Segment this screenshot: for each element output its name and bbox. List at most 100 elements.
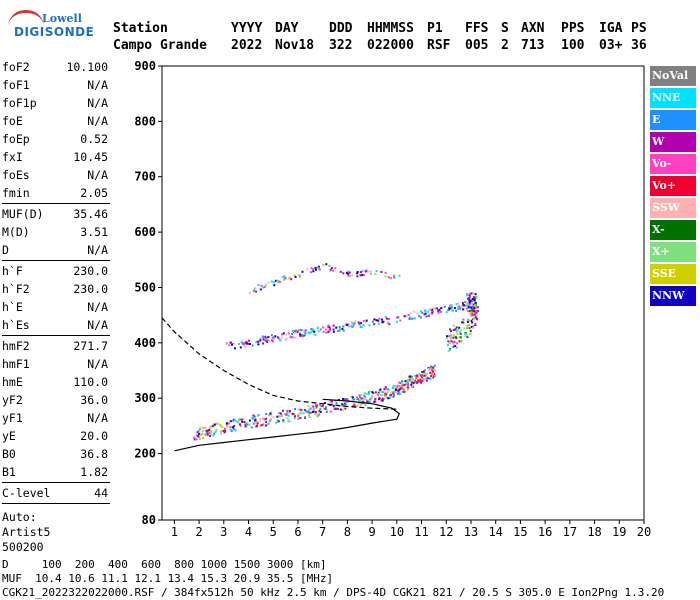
legend-item-vo-: Vo- [650,154,696,174]
echo-point [279,412,282,415]
echo-point [220,430,222,433]
echo-point [256,424,259,427]
echo-point [269,412,272,415]
echo-point [371,395,374,397]
echo-point [469,292,472,295]
echo-point [241,420,244,423]
x-tick-label: 1 [171,525,178,539]
param-label: yE [2,429,16,443]
legend-item-noval: NoVal [650,66,696,86]
echo-point [467,305,470,308]
echo-point [240,425,242,428]
echo-point [224,429,226,432]
echo-point [469,306,472,309]
echo-point [297,413,300,416]
echo-point [290,278,293,281]
echo-point [426,310,429,313]
y-axis-ticks: 80 200 300 400 500 600 700 800 900 [134,59,162,527]
echo-point [431,370,434,373]
echo-point [357,321,360,324]
param-label: foE [2,114,23,128]
echo-point [205,431,208,434]
echo-point [239,423,242,426]
echo-point [254,421,257,424]
header-row2-cell: 2022 [231,38,263,53]
echo-point [369,272,372,275]
echo-point [373,318,376,321]
echo-point [456,342,459,345]
echo-point [455,337,458,340]
param-label: foF2 [2,60,30,74]
echo-point [406,378,409,381]
echo-point [231,343,233,346]
echo-point [355,397,358,400]
echo-point [424,314,427,317]
echo-point [345,403,347,406]
param-row: MUF(D) 35.46 [2,205,110,223]
echo-point [312,268,315,271]
echo-point [374,400,377,403]
echo-point [351,397,354,400]
header-row2-cell: Nov18 [275,38,315,53]
echo-point [407,314,410,316]
echo-point [297,329,300,332]
echo-point [294,331,297,334]
echo-point [420,310,423,313]
echo-point [219,423,221,426]
echo-point [405,382,408,385]
echo-point [364,320,367,323]
x-tick-label: 20 [637,525,651,539]
echo-point [235,420,237,423]
echo-point [242,344,245,347]
digisonde-logo: Lowell DIGISONDE [4,8,104,42]
echo-point [254,287,257,290]
echo-point [393,393,395,396]
echo-point [473,298,476,301]
echo-point [477,310,480,313]
echo-point [367,393,370,395]
echo-point [398,274,401,277]
echo-point [356,271,359,273]
echo-point [462,308,465,311]
param-label: foF1p [2,96,37,110]
echo-point [308,411,311,414]
echo-point [322,330,325,333]
echo-point [351,396,354,399]
echo-point [421,379,424,382]
echo-point [474,296,477,298]
echo-point [460,304,463,307]
param-label: fxI [2,150,23,164]
logo-arc-icon [8,10,44,27]
echo-point [407,386,410,389]
echo-point [342,272,345,275]
param-label: h`F2 [2,282,30,296]
auto-line: 500200 [2,540,44,554]
echo-point [270,280,273,283]
echo-point [452,336,455,339]
echo-point [237,419,240,422]
param-label: hmE [2,375,23,389]
echo-point [328,326,331,329]
x-tick-label: 17 [563,525,577,539]
echo-point [314,266,317,269]
echo-point [253,415,256,418]
echo-point [458,340,461,343]
echo-point [209,432,212,435]
echo-point [272,416,275,419]
echo-point [314,412,317,415]
param-value: 271.7 [73,339,108,353]
header-row1-cell: S [501,21,509,36]
echo-point [446,344,449,347]
echo-point [331,267,333,269]
echo-point [418,373,421,375]
echo-point [259,417,262,420]
echo-point [272,336,275,339]
echo-point [278,412,281,415]
echo-point [312,270,315,273]
echo-point [466,336,469,339]
echo-point [319,403,321,406]
echo-point [430,375,433,377]
echo-point [250,426,253,429]
echo-point [415,374,418,377]
echo-point [473,300,476,303]
